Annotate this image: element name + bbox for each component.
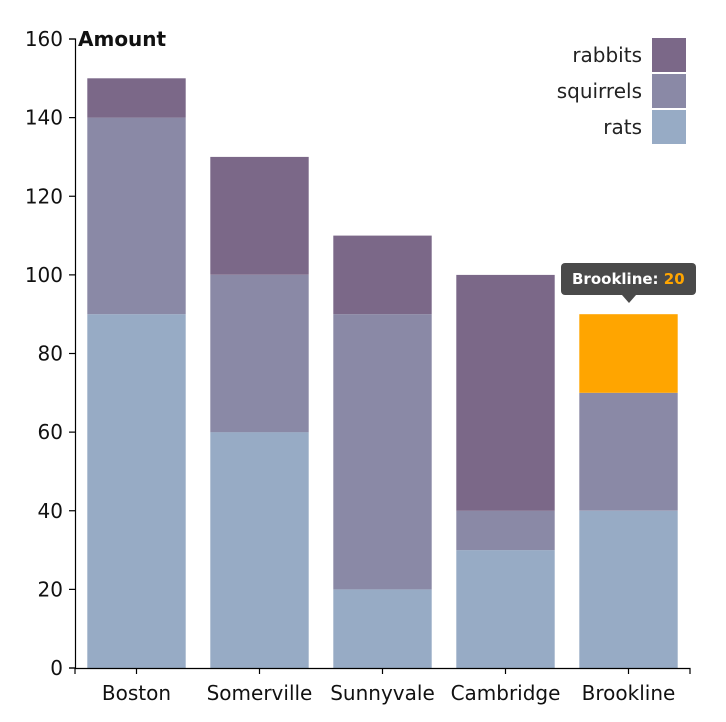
- legend-label-rats: rats: [603, 115, 642, 139]
- y-axis-title: Amount: [78, 27, 167, 51]
- y-tick-label: 60: [38, 420, 63, 444]
- x-axis: Boston Somerville Sunnyvale Cambridge Brookl…: [74, 667, 691, 705]
- bar-cambridge-squirrels: [456, 510, 555, 551]
- legend-swatch-squirrels: [652, 74, 686, 108]
- bars-group: [87, 78, 678, 669]
- bar-tooltip: Brookline: 20: [561, 263, 696, 304]
- x-tick-label-boston: Boston: [102, 681, 171, 705]
- y-tick-label: 140: [25, 106, 63, 130]
- legend-label-squirrels: squirrels: [557, 79, 642, 103]
- bar-brookline-squirrels: [579, 392, 678, 511]
- bar-cambridge-rabbits: [456, 274, 555, 511]
- y-axis: 0 20 40 60 80 100 120 140 160: [25, 27, 77, 680]
- bar-sunnyvale-rats: [333, 589, 432, 668]
- bar-boston-rabbits: [87, 78, 186, 118]
- legend-swatch-rabbits: [652, 38, 686, 72]
- tooltip-label: Brookline:: [572, 270, 659, 289]
- y-tick-label: 0: [50, 656, 63, 680]
- tooltip-arrow: [621, 295, 636, 304]
- bar-sunnyvale-rabbits: [333, 235, 432, 315]
- x-tick-label-brookline: Brookline: [582, 681, 676, 705]
- y-tick-label: 100: [25, 263, 63, 287]
- y-tick-label: 160: [25, 27, 63, 51]
- y-tick-label: 40: [38, 499, 63, 523]
- bar-sunnyvale-squirrels: [333, 314, 432, 590]
- legend-swatch-rats: [652, 110, 686, 144]
- y-tick-label: 20: [38, 577, 63, 601]
- bar-cambridge-rats: [456, 550, 555, 668]
- bar-boston-squirrels: [87, 117, 186, 315]
- bar-brookline-rats: [579, 510, 678, 669]
- x-tick-label-sunnyvale: Sunnyvale: [330, 681, 435, 705]
- bar-somerville-rats: [210, 432, 309, 668]
- legend: rabbits squirrels rats: [557, 38, 686, 144]
- y-tick-label: 120: [25, 184, 63, 208]
- bar-somerville-rabbits: [210, 156, 309, 275]
- x-tick-label-somerville: Somerville: [207, 681, 313, 705]
- bar-boston-rats: [87, 314, 186, 668]
- y-tick-label: 80: [38, 342, 63, 366]
- bar-somerville-squirrels: [210, 274, 309, 433]
- legend-label-rabbits: rabbits: [572, 43, 642, 67]
- bar-brookline-rabbits: [579, 314, 678, 393]
- tooltip-value: 20: [663, 270, 685, 289]
- x-tick-label-cambridge: Cambridge: [451, 681, 561, 705]
